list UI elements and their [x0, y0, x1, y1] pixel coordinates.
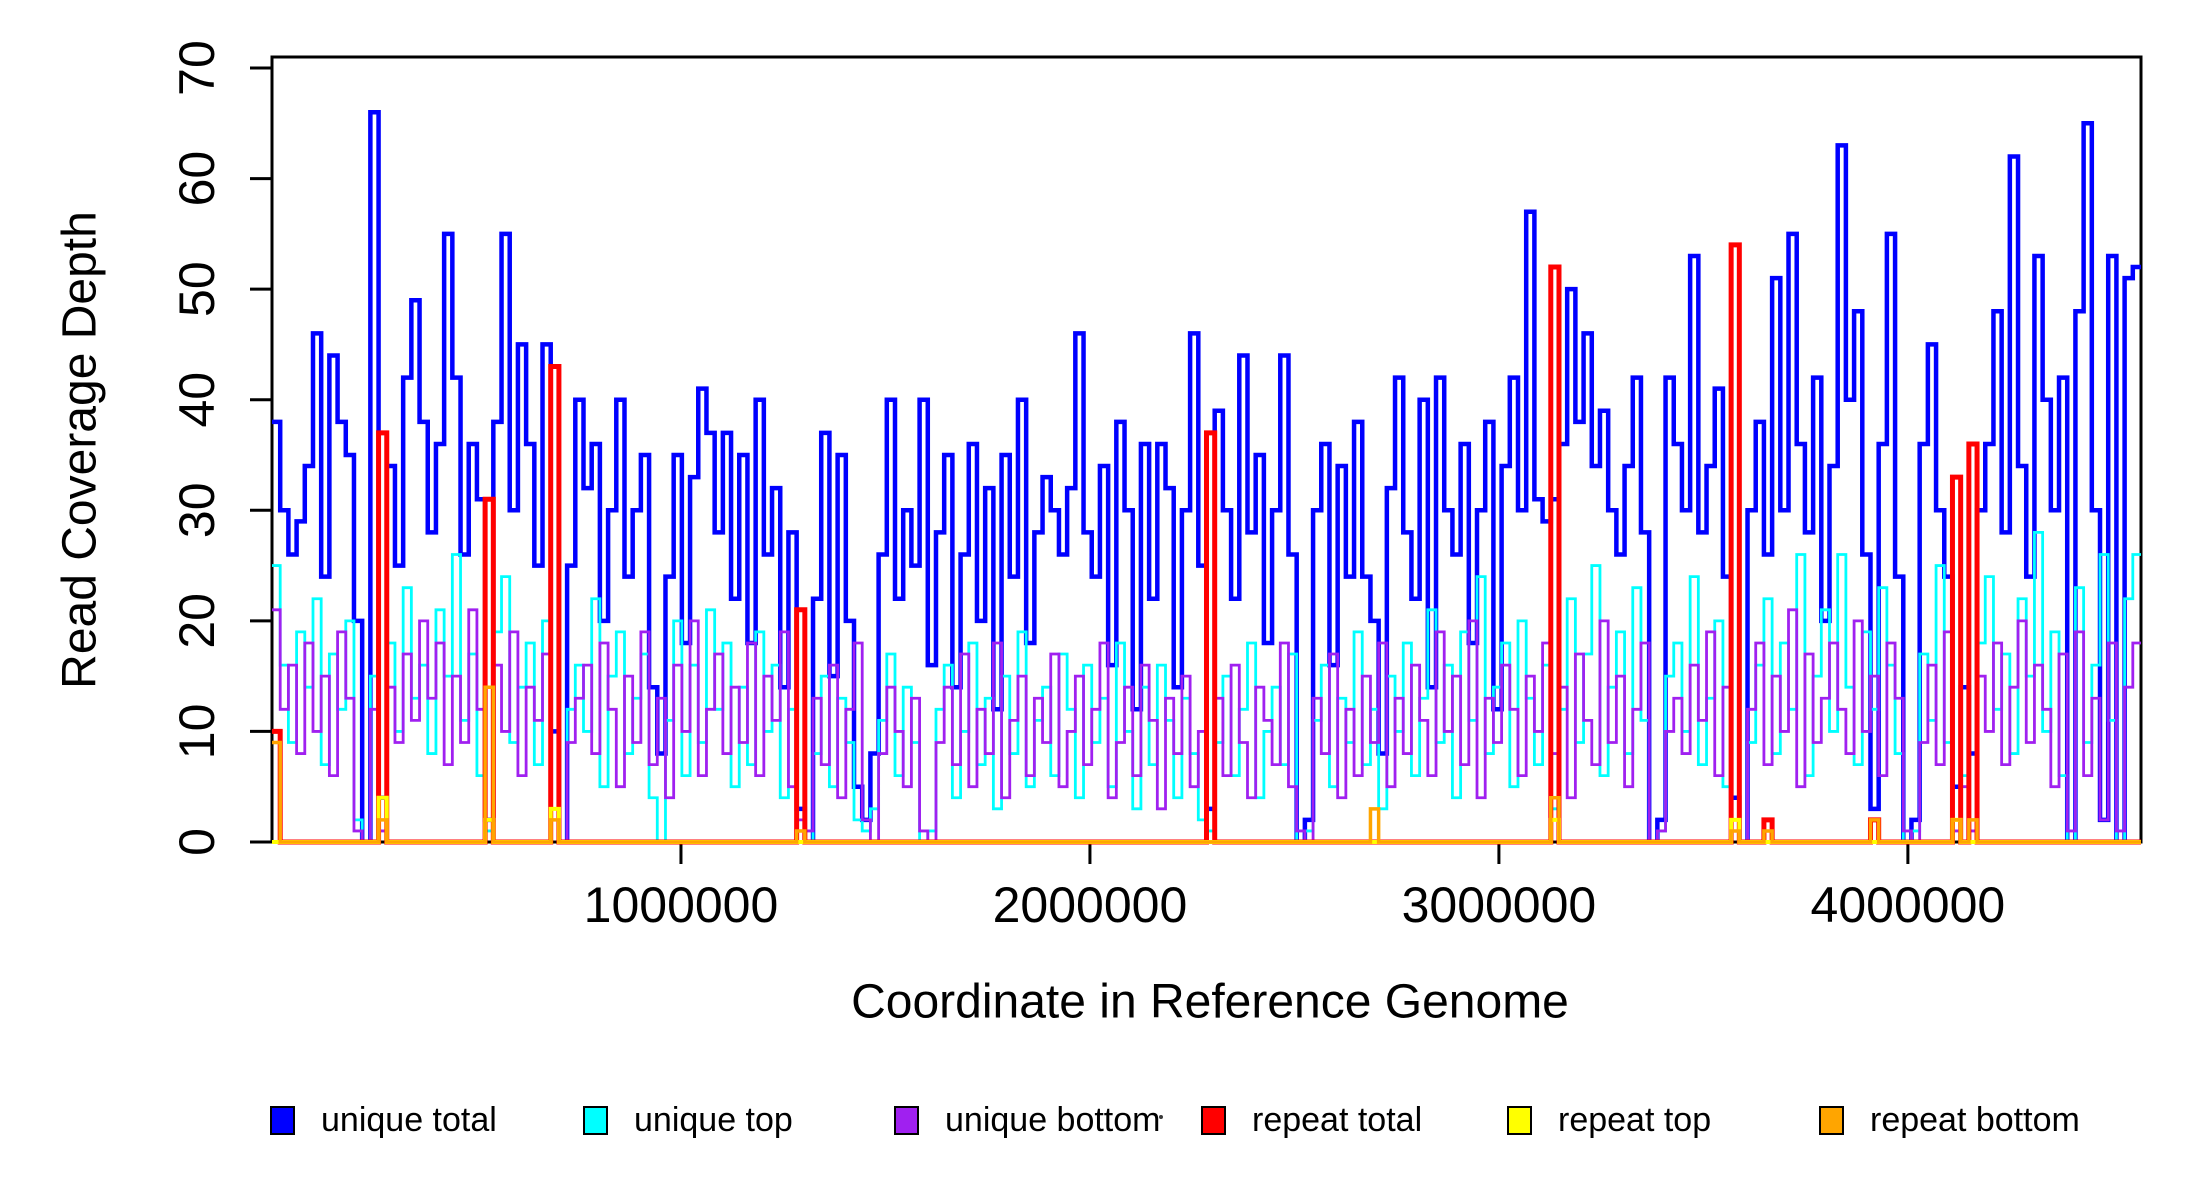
series-repeat-bottom-line: [272, 685, 2141, 844]
x-tick-label: 2000000: [993, 877, 1188, 933]
y-tick-label: 50: [169, 261, 225, 317]
y-axis-title: Read Coverage Depth: [53, 211, 107, 689]
legend-item-repeat-total: repeat total: [1201, 1101, 1422, 1140]
y-tick-label: 70: [169, 40, 225, 96]
legend-swatch-repeat-total: [1201, 1106, 1226, 1135]
legend-label-unique-bottom: unique bottom: [945, 1101, 1161, 1139]
legend-label-unique-total: unique total: [321, 1101, 497, 1139]
legend-item-repeat-bottom: repeat bottom: [1819, 1101, 2080, 1140]
legend-label-repeat-total: repeat total: [1252, 1101, 1423, 1139]
x-axis-title: Coordinate in Reference Genome: [851, 975, 1569, 1029]
y-tick-label: 10: [169, 704, 225, 760]
legend-item-unique-top: unique top: [583, 1101, 793, 1140]
y-tick-label: 0: [169, 828, 225, 856]
legend-label-repeat-top: repeat top: [1558, 1101, 1712, 1139]
legend-swatch-repeat-bottom: [1819, 1106, 1844, 1135]
legend-swatch-repeat-top: [1507, 1106, 1532, 1135]
x-tick-label: 1000000: [584, 877, 779, 933]
legend-swatch-unique-top: [583, 1106, 608, 1135]
legend-item-unique-bottom: unique bottom: [894, 1101, 1161, 1140]
legend-swatch-unique-total: [270, 1106, 295, 1135]
stray-mark-dot: [1159, 1115, 1163, 1119]
legend-item-repeat-top: repeat top: [1507, 1101, 1711, 1140]
legend-label-repeat-bottom: repeat bottom: [1870, 1101, 2080, 1139]
y-tick-label: 30: [169, 482, 225, 538]
legend-label-unique-top: unique top: [634, 1101, 793, 1139]
y-tick-label: 40: [169, 372, 225, 428]
y-tick-label: 60: [169, 151, 225, 207]
y-tick-label: 20: [169, 593, 225, 649]
legend-swatch-unique-bottom: [894, 1106, 919, 1135]
x-tick-label: 4000000: [1811, 877, 2006, 933]
x-tick-label: 3000000: [1402, 877, 1597, 933]
legend-item-unique-total: unique total: [270, 1101, 497, 1140]
